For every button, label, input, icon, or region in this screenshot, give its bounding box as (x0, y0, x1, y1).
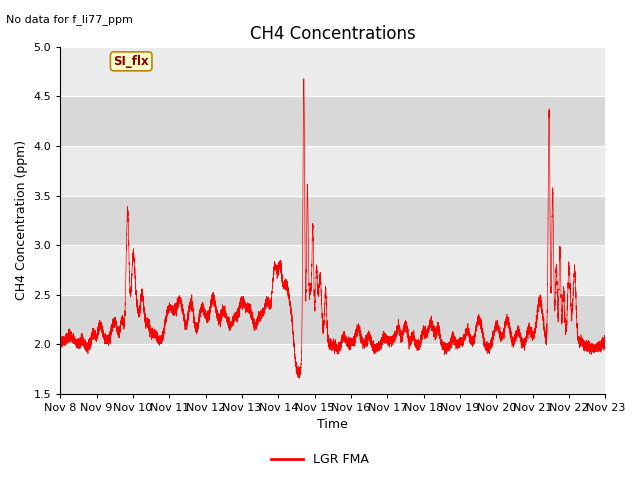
Title: CH4 Concentrations: CH4 Concentrations (250, 24, 416, 43)
Text: No data for f_li77_ppm: No data for f_li77_ppm (6, 14, 133, 25)
Y-axis label: CH4 Concentration (ppm): CH4 Concentration (ppm) (15, 140, 28, 300)
Bar (60, 146, 605, 195)
Bar (60, 295, 605, 344)
Bar (60, 344, 605, 394)
Bar (60, 96, 605, 146)
Legend: LGR FMA: LGR FMA (266, 448, 374, 471)
Bar (60, 245, 605, 295)
X-axis label: Time: Time (317, 419, 348, 432)
Text: SI_flx: SI_flx (113, 55, 149, 68)
Bar (60, 195, 605, 245)
Bar (60, 47, 605, 96)
